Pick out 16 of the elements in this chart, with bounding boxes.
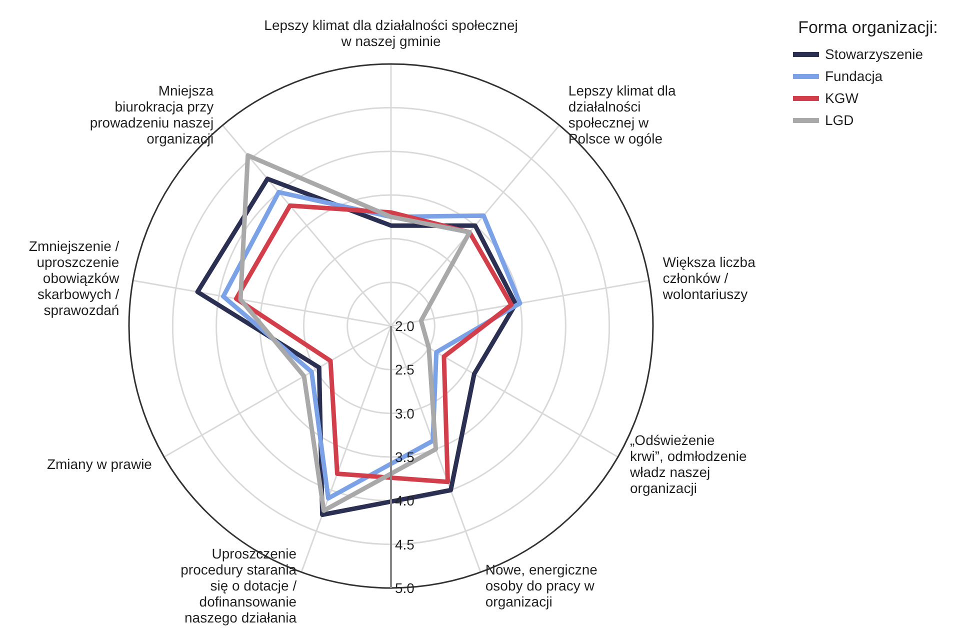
y-tick-label: 3.0 <box>395 405 415 422</box>
legend-title: Forma organizacji: <box>797 18 939 37</box>
legend-label: Stowarzyszenie <box>825 46 924 62</box>
y-tick-label: 2.5 <box>395 362 415 378</box>
y-tick-label: 2.0 <box>395 318 415 334</box>
spoke-label: „Odświeżenie krwi”, odmłodzenie władz naszej organizacji <box>629 432 747 496</box>
legend-label: KGW <box>825 90 858 106</box>
spoke-label: Nowe, energiczne osoby do pracy w organizacji <box>485 561 598 610</box>
y-tick-label: 3.5 <box>395 449 415 465</box>
legend-label: Fundacja <box>825 68 883 84</box>
y-tick-label: 4.5 <box>395 536 415 552</box>
spoke-label: Lepszy klimat dla działalności społecznej w naszej gminie <box>264 17 518 49</box>
spoke-label: Większa liczba członków / wolontariuszy <box>662 254 756 302</box>
spoke-label: Zmniejszenie / uproszczenie obowiązków skarbowych / sprawozdań <box>28 238 120 318</box>
spoke-label: Zmiany w prawie <box>46 456 152 472</box>
legend-label: LGD <box>825 112 854 128</box>
